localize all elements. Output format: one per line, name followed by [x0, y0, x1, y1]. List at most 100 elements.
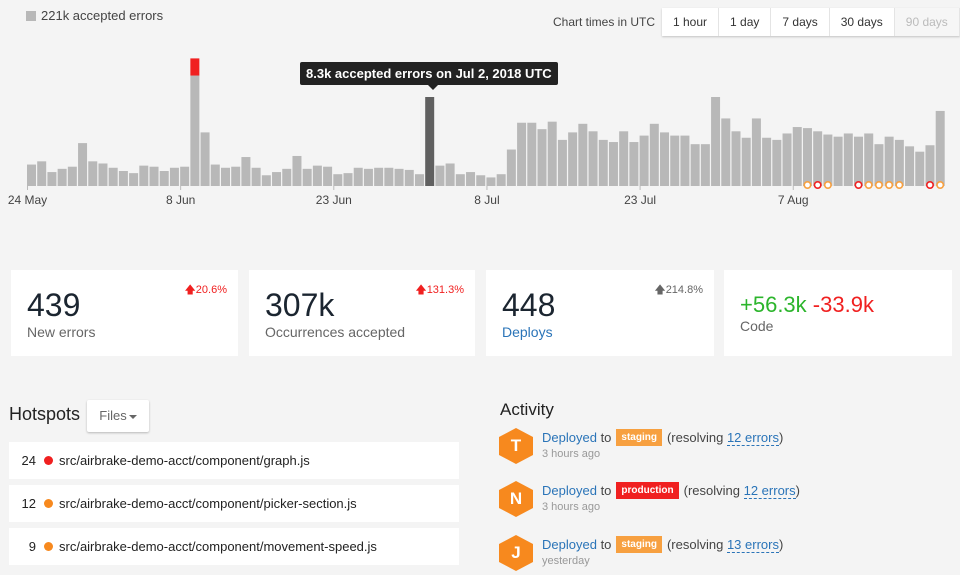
- chart-bar[interactable]: [741, 137, 751, 186]
- range-7-days-button[interactable]: 7 days: [771, 8, 830, 36]
- chart-bar[interactable]: [47, 172, 57, 186]
- chart-bar[interactable]: [660, 132, 670, 186]
- chart-bar[interactable]: [802, 128, 812, 186]
- deploy-marker-production[interactable]: [854, 181, 863, 190]
- deploy-marker-staging[interactable]: [895, 181, 904, 190]
- chart-bar[interactable]: [343, 173, 353, 186]
- chart-bar[interactable]: [323, 166, 333, 186]
- chart-bar[interactable]: [700, 144, 710, 186]
- chart-bar[interactable]: [159, 170, 169, 186]
- chart-bar[interactable]: [854, 136, 864, 186]
- chart-bar[interactable]: [792, 127, 802, 186]
- chart-bar[interactable]: [547, 121, 557, 186]
- deploy-marker-staging[interactable]: [936, 181, 945, 190]
- chart-bar[interactable]: [496, 174, 506, 186]
- range-1-day-button[interactable]: 1 day: [719, 8, 772, 36]
- chart-bar[interactable]: [721, 118, 731, 186]
- chart-bar[interactable]: [210, 164, 220, 186]
- chart-bar[interactable]: [690, 144, 700, 186]
- chart-bar[interactable]: [915, 151, 925, 186]
- chart-bar[interactable]: [374, 167, 384, 186]
- range-30-days-button[interactable]: 30 days: [829, 8, 895, 36]
- chart-bar[interactable]: [598, 139, 608, 186]
- chart-bar[interactable]: [874, 144, 884, 186]
- chart-bar[interactable]: [608, 142, 618, 186]
- deploys-link[interactable]: Deploys: [502, 324, 553, 340]
- chart-bar[interactable]: [537, 129, 547, 186]
- deploy-link[interactable]: Deployed: [542, 483, 597, 498]
- chart-bar[interactable]: [292, 155, 302, 186]
- chart-bar-overlimit[interactable]: [190, 58, 200, 76]
- deploy-link[interactable]: Deployed: [542, 537, 597, 552]
- chart-bar[interactable]: [139, 165, 149, 186]
- deploy-marker-production[interactable]: [925, 181, 934, 190]
- chart-bar[interactable]: [486, 177, 496, 186]
- resolved-errors-link[interactable]: 12 errors: [726, 429, 779, 446]
- chart-bar[interactable]: [241, 157, 251, 186]
- chart-bar[interactable]: [568, 132, 578, 186]
- chart-bar[interactable]: [37, 161, 47, 186]
- chart-bar[interactable]: [823, 134, 833, 186]
- deploy-marker-staging[interactable]: [803, 181, 812, 190]
- chart-bar[interactable]: [220, 167, 230, 186]
- chart-bar[interactable]: [894, 139, 904, 186]
- chart-bar[interactable]: [190, 75, 200, 186]
- chart-bar[interactable]: [414, 174, 424, 186]
- chart-bar[interactable]: [108, 167, 118, 186]
- chart-bar[interactable]: [180, 166, 190, 186]
- chart-bar[interactable]: [466, 172, 476, 186]
- hotspot-row[interactable]: 12 src/airbrake-demo-acct/component/picke…: [9, 485, 459, 522]
- chart-bar[interactable]: [864, 133, 874, 186]
- chart-bar[interactable]: [619, 131, 629, 186]
- resolved-errors-link[interactable]: 12 errors: [743, 482, 796, 499]
- chart-bar[interactable]: [333, 174, 343, 186]
- chart-bar[interactable]: [588, 131, 598, 186]
- chart-bar[interactable]: [149, 166, 159, 186]
- chart-bar[interactable]: [282, 168, 292, 186]
- chart-bar[interactable]: [884, 136, 894, 186]
- chart-bar[interactable]: [578, 123, 588, 186]
- chart-bar[interactable]: [905, 146, 915, 186]
- deploy-marker-staging[interactable]: [874, 181, 883, 190]
- chart-bar[interactable]: [772, 139, 782, 186]
- chart-bar[interactable]: [731, 131, 741, 186]
- chart-bar[interactable]: [261, 175, 271, 186]
- chart-bar[interactable]: [925, 145, 935, 186]
- resolved-errors-link[interactable]: 13 errors: [726, 536, 779, 553]
- range-1-hour-button[interactable]: 1 hour: [662, 8, 720, 36]
- chart-bar[interactable]: [88, 161, 98, 186]
- deploy-link[interactable]: Deployed: [542, 430, 597, 445]
- chart-bar[interactable]: [455, 174, 465, 186]
- chart-bar[interactable]: [118, 170, 128, 186]
- chart-bar[interactable]: [200, 132, 210, 186]
- chart-bar[interactable]: [445, 163, 455, 186]
- chart-bar[interactable]: [78, 143, 88, 186]
- chart-bar[interactable]: [435, 165, 445, 186]
- deploy-marker-production[interactable]: [813, 181, 822, 190]
- chart-bar[interactable]: [67, 166, 77, 186]
- chart-bar[interactable]: [843, 133, 853, 186]
- chart-bar[interactable]: [782, 133, 792, 186]
- chart-bar[interactable]: [527, 122, 537, 186]
- chart-bar[interactable]: [272, 172, 282, 186]
- chart-bar[interactable]: [384, 167, 394, 186]
- chart-bar[interactable]: [711, 97, 721, 186]
- deploy-marker-staging[interactable]: [864, 181, 873, 190]
- chart-bar[interactable]: [517, 122, 527, 186]
- hotspot-row[interactable]: 24 src/airbrake-demo-acct/component/graph…: [9, 442, 459, 479]
- chart-bar[interactable]: [557, 139, 567, 186]
- chart-bar[interactable]: [251, 167, 261, 186]
- chart-bar[interactable]: [404, 169, 414, 186]
- hotspots-filter-dropdown[interactable]: Files: [87, 400, 149, 432]
- chart-bar[interactable]: [27, 164, 36, 186]
- chart-bar[interactable]: [639, 135, 649, 186]
- chart-bar[interactable]: [169, 167, 179, 186]
- chart-bar[interactable]: [302, 168, 312, 186]
- hotspot-row[interactable]: 9 src/airbrake-demo-acct/component/moveme…: [9, 528, 459, 565]
- chart-bar[interactable]: [680, 135, 690, 186]
- chart-bar[interactable]: [425, 97, 435, 186]
- chart-bar[interactable]: [935, 110, 945, 186]
- chart-bar[interactable]: [649, 123, 659, 186]
- chart-bar[interactable]: [394, 168, 404, 186]
- chart-bar[interactable]: [98, 163, 108, 186]
